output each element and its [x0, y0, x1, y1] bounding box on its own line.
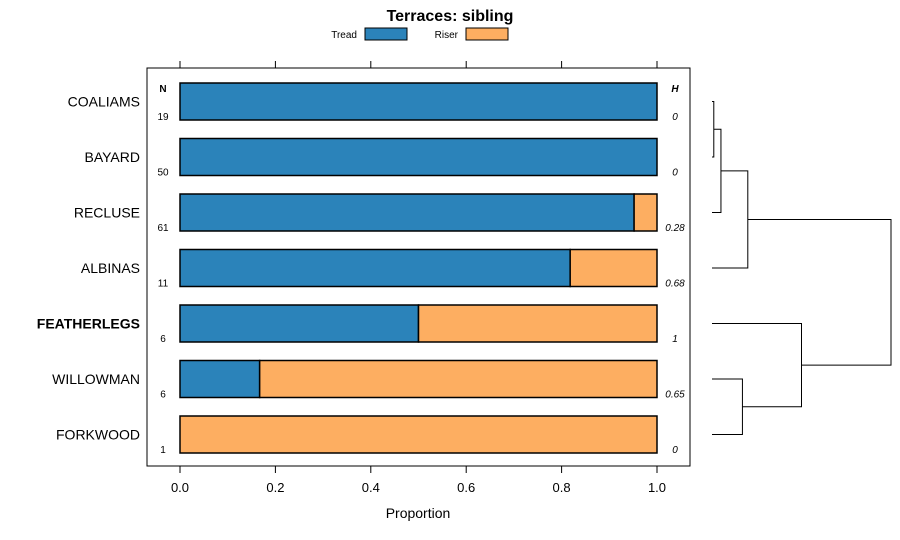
n-value-bayard: 50 — [157, 168, 169, 179]
bar-tread-recluse — [179, 193, 635, 232]
x-tick-label: 0.4 — [362, 480, 380, 495]
x-tick-label: 1.0 — [648, 480, 666, 495]
top-axis-ticks — [179, 61, 658, 68]
h-value-willowman: 0.65 — [665, 390, 685, 401]
dendrogram-link-willowman-forkwood — [712, 378, 743, 435]
h-value-featherlegs: 1 — [672, 334, 678, 345]
bar-tread-willowman — [179, 359, 261, 399]
row-label-recluse: RECLUSE — [74, 205, 140, 221]
n-value-coaliams: 19 — [157, 112, 169, 123]
dendrogram-link-cbr-albinas — [712, 170, 749, 269]
x-tick-label: 0.6 — [457, 480, 475, 495]
n-value-willowman: 6 — [160, 390, 166, 401]
h-value-albinas: 0.68 — [665, 279, 685, 290]
plot-frame — [146, 67, 691, 467]
row-label-bayard: BAYARD — [85, 149, 141, 165]
row-label-albinas: ALBINAS — [81, 260, 140, 276]
row-label-featherlegs: FEATHERLEGS — [37, 316, 140, 332]
h-value-coaliams: 0 — [672, 112, 678, 123]
legend-swatch-riser — [465, 27, 509, 41]
bar-riser-featherlegs — [417, 304, 658, 343]
h-value-forkwood: 0 — [672, 445, 678, 456]
n-value-recluse: 61 — [157, 223, 169, 234]
legend: Tread Riser — [331, 27, 509, 41]
legend-label-riser: Riser — [435, 30, 459, 41]
row-label-forkwood: FORKWOOD — [56, 427, 140, 443]
row-label-willowman: WILLOWMAN — [52, 371, 140, 387]
n-header: N — [159, 84, 166, 95]
bar-riser-forkwood — [179, 415, 658, 454]
bar-tread-albinas — [179, 248, 571, 288]
bar-tread-coaliams — [179, 82, 658, 121]
legend-swatch-tread — [364, 27, 408, 41]
dendrogram-link-root — [747, 218, 892, 366]
h-value-recluse: 0.28 — [665, 223, 685, 234]
n-value-albinas: 11 — [158, 279, 169, 290]
x-axis-title: Proportion — [386, 505, 451, 521]
bar-riser-willowman — [258, 359, 658, 399]
row-label-coaliams: COALIAMS — [68, 94, 140, 110]
bar-riser-recluse — [633, 193, 658, 232]
chart-title: Terraces: sibling — [387, 8, 514, 25]
x-tick-label: 0.0 — [171, 480, 189, 495]
h-value-bayard: 0 — [672, 168, 678, 179]
dendrogram-link-coaliams-bayard — [712, 101, 715, 158]
legend-label-tread: Tread — [331, 30, 357, 41]
n-value-forkwood: 1 — [160, 445, 166, 456]
bar-riser-albinas — [569, 248, 658, 288]
dendrogram-link-featherlegs-wf — [712, 323, 802, 408]
h-header: H — [671, 84, 679, 95]
x-tick-label: 0.8 — [553, 480, 571, 495]
x-axis: 0.0 0.2 0.4 0.6 0.8 1.0 — [171, 466, 666, 495]
bar-tread-bayard — [179, 137, 658, 177]
x-tick-label: 0.2 — [266, 480, 284, 495]
dendrogram — [712, 101, 892, 435]
n-value-featherlegs: 6 — [160, 334, 166, 345]
bar-tread-featherlegs — [179, 304, 420, 343]
